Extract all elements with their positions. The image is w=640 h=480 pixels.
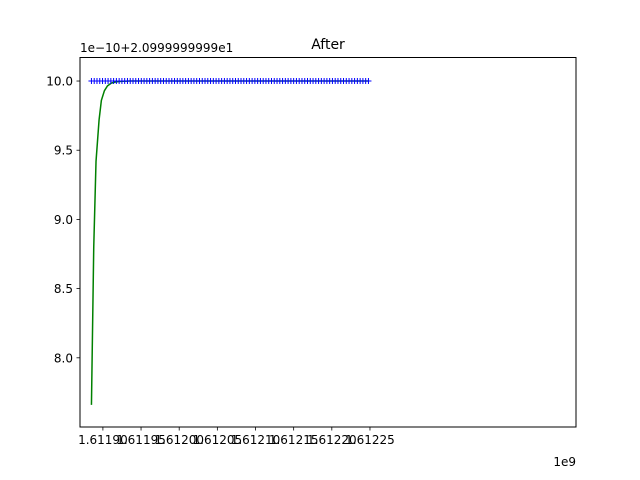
y-tick-label: 8.0 <box>54 351 73 365</box>
y-offset-text: 1e−10+2.0999999999e1 <box>80 41 233 55</box>
axes-frame <box>79 57 577 428</box>
x-tick-label: 1.61220 <box>307 433 357 447</box>
chart-title: After <box>311 37 345 53</box>
y-tick-label: 10.0 <box>46 75 73 89</box>
x-tick-label: 1.61210 <box>231 433 281 447</box>
x-tick-label: 1.61215 <box>269 433 319 447</box>
x-tick-label: 1.61190 <box>78 433 128 447</box>
data-point-plus <box>365 78 372 85</box>
plot-area <box>88 78 372 405</box>
x-offset-text: 1e9 <box>553 455 576 469</box>
x-tick-label: 1.61200 <box>154 433 204 447</box>
x-tick-label: 1.61225 <box>345 433 395 447</box>
y-tick-label: 9.0 <box>54 213 73 227</box>
y-tick-label: 9.5 <box>54 144 73 158</box>
x-tick-label: 1.61205 <box>193 433 243 447</box>
x-tick-label: 1.61195 <box>116 433 166 447</box>
y-tick-label: 8.5 <box>54 282 73 296</box>
